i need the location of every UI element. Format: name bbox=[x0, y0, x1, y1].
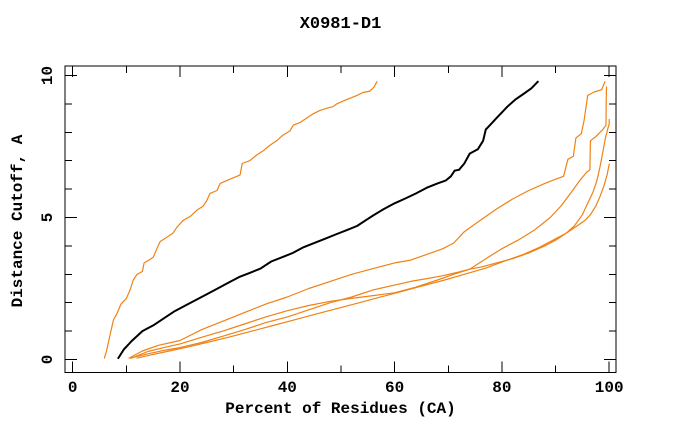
x-tick-label: 40 bbox=[278, 379, 297, 397]
curve-orange-mid-1 bbox=[131, 86, 608, 359]
x-tick-label: 80 bbox=[492, 379, 511, 397]
curve-orange-low bbox=[136, 163, 610, 359]
curve-black bbox=[117, 80, 539, 360]
x-tick-label: 20 bbox=[170, 379, 189, 397]
x-tick-label: 60 bbox=[385, 379, 404, 397]
y-tick-label: 0 bbox=[39, 355, 57, 365]
plot-box bbox=[64, 65, 617, 373]
x-tick-label: 0 bbox=[68, 379, 78, 397]
y-axis-label: Distance Cutoff, A bbox=[9, 134, 27, 308]
x-axis-label: Percent of Residues (CA) bbox=[225, 400, 456, 418]
y-tick-label: 5 bbox=[39, 213, 57, 223]
curve-orange-mid-2 bbox=[130, 118, 610, 359]
chart-title: X0981-D1 bbox=[299, 15, 382, 34]
curve-orange-upper bbox=[128, 81, 606, 359]
x-tick-label: 100 bbox=[595, 379, 624, 397]
curve-orange-steep bbox=[103, 81, 378, 359]
y-tick-label: 10 bbox=[39, 66, 57, 85]
